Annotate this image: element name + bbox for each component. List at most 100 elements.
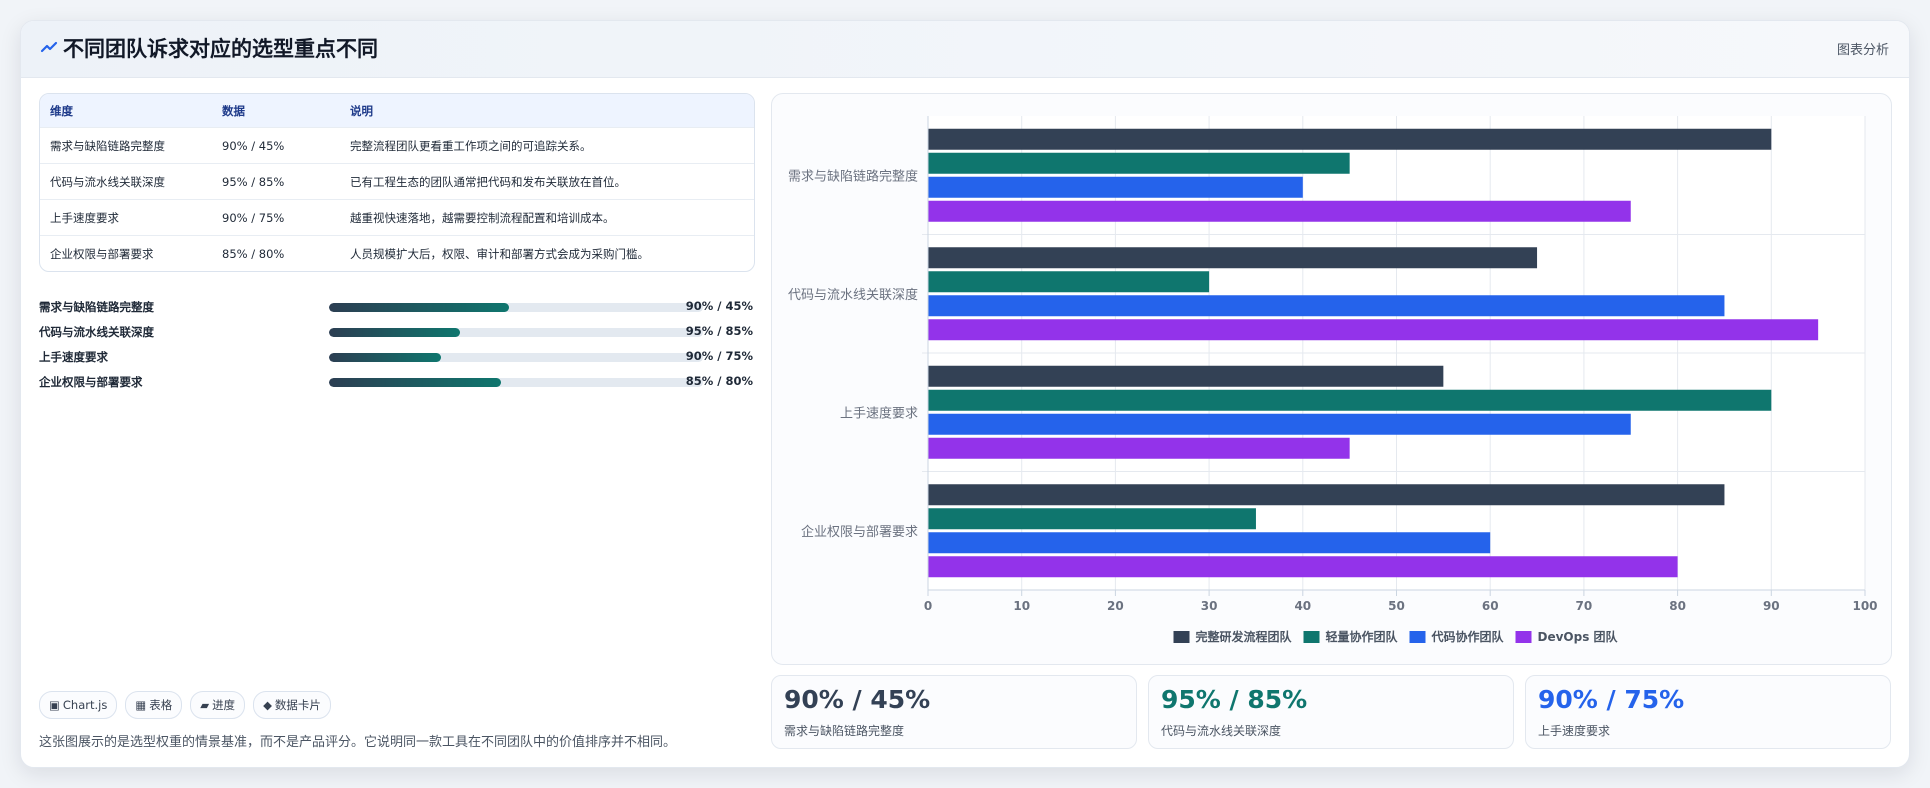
progress-label: 需求与缺陷链路完整度 (39, 300, 154, 314)
feature-chips: ▣ Chart.js ▦ 表格 ▰ 进度 ◆ 数据卡片 (39, 691, 331, 719)
table-row: 企业权限与部署要求 85% / 80% 人员规模扩大后，权限、审计和部署方式会成… (40, 235, 754, 271)
page-title: 不同团队诉求对应的选型重点不同 (63, 37, 378, 61)
table-cell-dimension: 上手速度要求 (50, 210, 119, 225)
progress-track (329, 303, 703, 312)
bar (928, 437, 1350, 459)
progress-label: 企业权限与部署要求 (39, 375, 143, 389)
bar (928, 365, 1444, 387)
progress-list: 需求与缺陷链路完整度 90% / 45% 代码与流水线关联深度 95% / 85… (39, 299, 753, 399)
stat-card: 90% / 75% 上手速度要求 (1525, 675, 1891, 749)
table-row: 上手速度要求 90% / 75% 越重视快速落地，越需要控制流程配置和培训成本。 (40, 199, 754, 235)
diamond-icon: ◆ (263, 698, 272, 712)
table-cell-description: 完整流程团队更看重工作项之间的可追踪关系。 (350, 138, 592, 153)
bar (928, 319, 1819, 341)
legend-swatch (1303, 631, 1320, 643)
table-row: 代码与流水线关联深度 95% / 85% 已有工程生态的团队通常把代码和发布关联… (40, 163, 754, 199)
progress-fill (329, 353, 442, 362)
bar-chart: 0 10 20 30 40 50 60 70 80 90 100 需求与缺陷链路完整度代码与流水线关联… (788, 116, 1878, 644)
progress-track (329, 328, 703, 337)
legend-label: 轻量协作团队 (1326, 629, 1399, 644)
table-cell-data: 85% / 80% (222, 246, 285, 261)
progress-row: 上手速度要求 90% / 75% (39, 349, 753, 374)
x-tick-label: 80 (1669, 599, 1686, 613)
footnote: 这张图展示的是选型权重的情景基准，而不是产品评分。它说明同一款工具在不同团队中的… (39, 735, 677, 750)
chip-label: 表格 (149, 698, 173, 712)
table-header-data: 数据 (222, 103, 245, 118)
chart-panel: 0 10 20 30 40 50 60 70 80 90 100 需求与缺陷链路完整度 代码与流水线关联… (771, 93, 1892, 665)
bar (928, 176, 1303, 198)
bar (928, 413, 1631, 435)
progress-label: 代码与流水线关联深度 (39, 325, 154, 339)
x-tick-label: 20 (1107, 599, 1124, 613)
progress-icon: ▰ (200, 698, 210, 712)
chip-data-cards[interactable]: ◆ 数据卡片 (253, 691, 331, 719)
stat-label: 代码与流水线关联深度 (1161, 724, 1282, 738)
legend-label: 完整研发流程团队 (1196, 629, 1293, 644)
x-tick-label: 50 (1388, 599, 1405, 613)
chart-analysis-tag: 图表分析 (1836, 43, 1889, 58)
stat-card: 95% / 85% 代码与流水线关联深度 (1148, 675, 1514, 749)
table-cell-dimension: 代码与流水线关联深度 (50, 174, 165, 189)
x-tick-label: 0 (924, 599, 932, 613)
x-tick-label: 40 (1294, 599, 1311, 613)
stat-label: 需求与缺陷链路完整度 (784, 724, 905, 738)
bar (928, 295, 1725, 317)
card-header: 不同团队诉求对应的选型重点不同 图表分析 (21, 21, 1909, 78)
y-tick-label: 需求与缺陷链路完整度 (788, 168, 918, 184)
table-cell-dimension: 企业权限与部署要求 (50, 246, 154, 261)
y-tick-label: 上手速度要求 (840, 405, 918, 421)
chip-label: 数据卡片 (274, 698, 321, 712)
chip-label: 进度 (212, 698, 236, 712)
stat-card: 90% / 45% 需求与缺陷链路完整度 (771, 675, 1137, 749)
progress-value: 90% / 75% (685, 349, 753, 363)
chart-card: 不同团队诉求对应的选型重点不同 图表分析 维度 数据 说明 需求与缺陷链路完整度… (20, 20, 1910, 768)
progress-value: 95% / 85% (685, 324, 753, 338)
bar (928, 389, 1772, 411)
progress-fill (329, 303, 509, 312)
x-tick-label: 60 (1482, 599, 1499, 613)
stat-value: 90% / 75% (1538, 685, 1685, 714)
chip-chartjs[interactable]: ▣ Chart.js (39, 691, 118, 719)
bar (928, 484, 1725, 506)
table-row: 需求与缺陷链路完整度 90% / 45% 完整流程团队更看重工作项之间的可追踪关… (40, 127, 754, 163)
chart-icon: ▣ (49, 698, 60, 712)
table-cell-data: 90% / 45% (222, 138, 285, 153)
progress-track (329, 353, 703, 362)
chip-label: Chart.js (62, 698, 108, 712)
progress-value: 90% / 45% (685, 299, 753, 313)
progress-fill (329, 328, 460, 337)
stat-cards: 90% / 45% 需求与缺陷链路完整度 95% / 85% 代码与流水线关联深… (771, 675, 1892, 749)
legend-swatch (1409, 631, 1426, 643)
bar (928, 508, 1256, 530)
chip-table[interactable]: ▦ 表格 (125, 691, 183, 719)
bar (928, 556, 1678, 578)
data-table: 维度 数据 说明 需求与缺陷链路完整度 90% / 45% 完整流程团队更看重工… (39, 93, 755, 272)
progress-row: 需求与缺陷链路完整度 90% / 45% (39, 299, 753, 324)
stat-value: 90% / 45% (784, 685, 931, 714)
bar (928, 532, 1491, 554)
chip-progress[interactable]: ▰ 进度 (190, 691, 246, 719)
x-tick-label: 90 (1763, 599, 1780, 613)
table-header-description: 说明 (350, 103, 373, 118)
table-cell-description: 越重视快速落地，越需要控制流程配置和培训成本。 (350, 210, 615, 225)
bar (928, 247, 1538, 269)
table-cell-data: 95% / 85% (222, 174, 285, 189)
progress-fill (329, 378, 502, 387)
bar (928, 271, 1210, 293)
table-cell-data: 90% / 75% (222, 210, 285, 225)
progress-value: 85% / 80% (685, 374, 753, 388)
x-tick-label: 70 (1576, 599, 1593, 613)
bar (928, 200, 1631, 222)
table-header-dimension: 维度 (50, 103, 73, 118)
x-tick-label: 100 (1852, 599, 1877, 613)
legend-swatch (1173, 631, 1190, 643)
table-cell-description: 已有工程生态的团队通常把代码和发布关联放在首位。 (350, 174, 626, 189)
progress-label: 上手速度要求 (39, 350, 108, 364)
stat-value: 95% / 85% (1161, 685, 1308, 714)
x-tick-label: 30 (1201, 599, 1218, 613)
legend-swatch (1515, 631, 1532, 643)
bar (928, 152, 1350, 174)
x-tick-label: 10 (1013, 599, 1030, 613)
legend-label: 代码协作团队 (1431, 629, 1505, 644)
progress-track (329, 378, 703, 387)
